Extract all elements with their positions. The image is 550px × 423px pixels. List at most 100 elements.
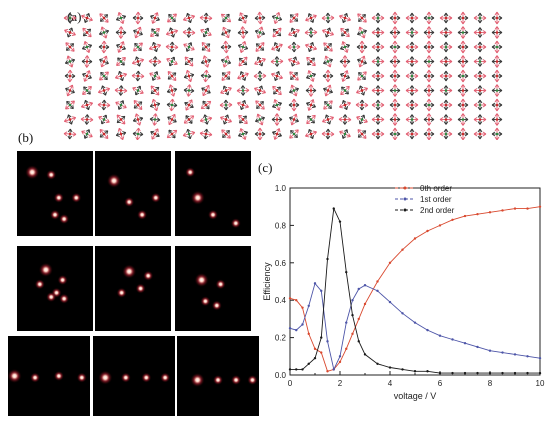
field-arrow — [457, 127, 469, 140]
y-tick-label: 1.0 — [275, 184, 287, 193]
data-point — [307, 332, 310, 336]
field-arrow — [82, 86, 92, 95]
field-arrow — [149, 71, 161, 81]
data-point — [338, 360, 342, 364]
field-arrow — [254, 11, 266, 25]
field-arrow — [132, 127, 144, 140]
field-arrow — [64, 55, 76, 68]
field-arrow — [166, 129, 178, 139]
data-point — [438, 371, 442, 375]
field-arrow — [340, 85, 350, 96]
legend-marker — [403, 197, 407, 201]
field-arrow — [371, 99, 385, 111]
field-arrow — [166, 56, 178, 67]
diffraction-spot — [230, 218, 241, 229]
field-arrow — [306, 114, 316, 125]
field-arrow — [389, 127, 401, 140]
field-arrow — [304, 27, 318, 38]
field-arrow — [439, 12, 453, 24]
field-arrow — [340, 70, 350, 82]
field-arrow — [63, 128, 77, 140]
field-arrow — [357, 71, 367, 81]
data-point — [401, 368, 404, 371]
legend-label: 1st order — [420, 195, 452, 204]
data-point — [301, 306, 304, 309]
field-arrow — [65, 100, 75, 110]
field-arrow — [323, 55, 333, 68]
field-arrow — [371, 114, 385, 125]
field-arrow — [272, 128, 282, 140]
field-arrow — [306, 56, 316, 67]
data-point — [526, 371, 529, 375]
field-arrow — [271, 42, 283, 52]
field-arrow — [439, 114, 453, 125]
field-arrow — [65, 84, 75, 97]
data-point — [320, 289, 323, 293]
field-arrow — [423, 40, 435, 54]
field-arrow — [149, 113, 161, 126]
data-point — [320, 351, 323, 354]
field-arrow — [183, 115, 195, 124]
data-point — [351, 332, 354, 336]
data-point — [463, 342, 467, 345]
grid-1 — [63, 11, 213, 140]
data-point — [388, 261, 392, 264]
data-point — [426, 229, 429, 233]
diffraction-photo — [95, 246, 171, 331]
field-arrow — [183, 84, 195, 97]
field-arrow — [238, 56, 248, 67]
field-arrow — [148, 41, 162, 53]
field-arrow — [323, 84, 333, 97]
diffraction-spot — [30, 372, 41, 383]
data-point — [438, 334, 442, 337]
field-arrow — [457, 26, 469, 39]
diffraction-spot — [57, 275, 68, 285]
series-line-1 — [289, 282, 541, 371]
diffraction-spot — [213, 375, 223, 385]
diffraction-spot — [25, 165, 40, 180]
data-point — [295, 368, 298, 371]
data-point — [426, 370, 429, 373]
field-arrow — [81, 41, 93, 53]
field-arrow — [166, 84, 178, 97]
data-point — [326, 257, 329, 261]
data-point — [376, 362, 379, 365]
field-arrow — [491, 127, 503, 140]
y-tick-label: 0.4 — [275, 296, 287, 305]
data-point — [426, 328, 429, 332]
field-arrow — [439, 56, 453, 67]
field-arrow — [132, 85, 144, 96]
field-arrow — [405, 114, 419, 125]
field-arrow — [254, 85, 266, 96]
panel-label-c: (c) — [258, 160, 273, 175]
field-arrow — [473, 128, 487, 140]
diffraction-photo — [17, 246, 93, 331]
diffraction-spot — [150, 192, 161, 203]
field-arrow — [182, 128, 196, 140]
field-arrow — [167, 13, 177, 23]
field-arrow — [97, 85, 111, 96]
plot-frame — [289, 187, 541, 376]
field-arrow — [405, 128, 419, 140]
field-arrow — [322, 69, 334, 83]
y-tick-label: 0.6 — [275, 259, 287, 268]
field-arrow — [149, 98, 161, 112]
x-tick-label: 4 — [388, 379, 393, 388]
x-tick-label: 2 — [338, 379, 343, 388]
field-arrow — [220, 114, 232, 125]
data-point — [476, 212, 479, 216]
field-arrow — [116, 57, 126, 66]
field-arrow — [255, 42, 265, 52]
diffraction-spot — [71, 192, 82, 203]
diffraction-spot — [211, 300, 222, 311]
field-arrow — [98, 40, 110, 54]
data-point — [357, 287, 360, 291]
field-arrow — [220, 40, 232, 54]
data-point — [376, 280, 379, 283]
field-arrow — [255, 113, 265, 126]
field-arrow — [184, 56, 194, 67]
field-arrow — [200, 100, 212, 110]
field-arrow — [131, 56, 145, 67]
field-arrow — [405, 56, 419, 67]
field-arrow — [355, 99, 369, 111]
